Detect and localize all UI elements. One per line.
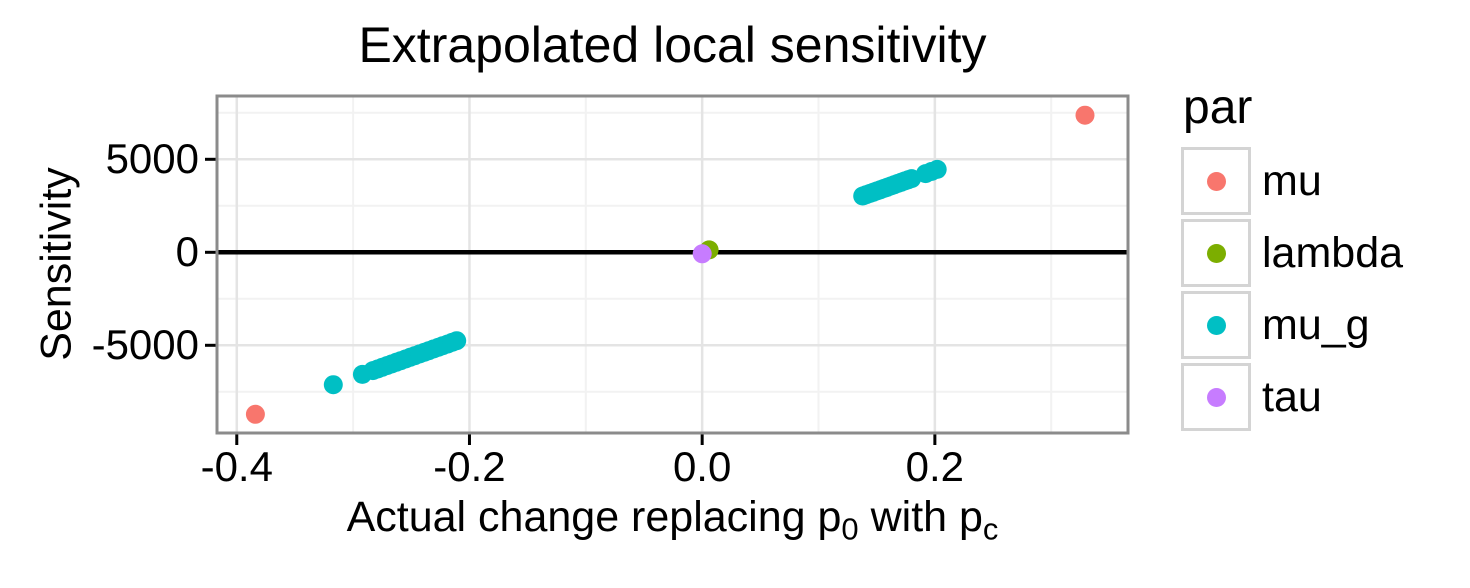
point-mu_g — [447, 331, 467, 351]
y-tick-label: 0 — [175, 228, 199, 276]
point-tau — [692, 244, 712, 264]
legend-dot-mu — [1206, 171, 1226, 191]
y-tick-label: 5000 — [105, 135, 199, 183]
y-tick-label: -5000 — [91, 321, 199, 369]
legend-title: par — [1183, 81, 1253, 134]
legend-dot-tau — [1206, 387, 1226, 407]
x-tick-label: 0.0 — [672, 443, 732, 490]
legend-label-lambda: lambda — [1262, 228, 1404, 277]
legend-item-mu-g: mu_g — [1181, 291, 1403, 359]
x-axis-label-text: with p — [858, 493, 983, 541]
x-axis-label-subscript-0: 0 — [841, 511, 859, 547]
legend-key-box — [1181, 291, 1251, 359]
x-tick-label: -0.2 — [433, 443, 506, 490]
legend-item-mu: mu — [1181, 147, 1403, 215]
legend-key-box — [1181, 363, 1251, 431]
legend-item-lambda: lambda — [1181, 219, 1403, 287]
point-mu_g — [927, 159, 947, 179]
legend-dot-lambda — [1206, 243, 1226, 263]
x-axis-label-text: Actual change replacing p — [346, 493, 842, 541]
x-axis-label-subscript-c: c — [982, 511, 999, 547]
legend-key-box — [1181, 219, 1251, 287]
x-axis-label: Actual change replacing p0 with pc — [217, 496, 1128, 546]
point-mu_g — [323, 375, 343, 395]
legend-item-tau: tau — [1181, 363, 1403, 431]
point-mu — [1075, 105, 1095, 125]
x-tick-label: -0.4 — [200, 443, 273, 490]
legend: par mu lambda mu_g tau — [1181, 81, 1403, 435]
legend-label-tau: tau — [1262, 372, 1322, 421]
legend-label-mu: mu — [1262, 156, 1322, 205]
chart-title: Extrapolated local sensitivity — [358, 17, 987, 73]
legend-dot-mu-g — [1206, 315, 1226, 335]
x-tick-label: 0.2 — [905, 443, 965, 490]
panel-border — [215, 94, 1130, 435]
point-mu — [245, 404, 265, 424]
legend-label-mu-g: mu_g — [1262, 300, 1370, 349]
legend-key-box — [1181, 147, 1251, 215]
